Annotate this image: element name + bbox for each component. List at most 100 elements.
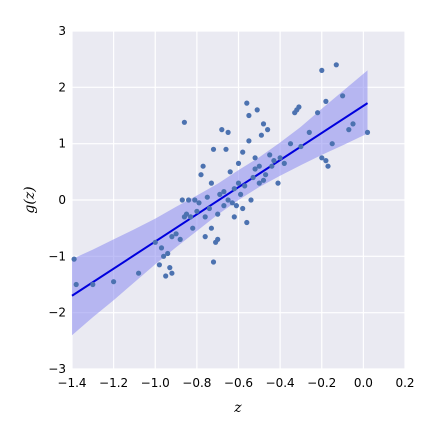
data-point [223,146,229,152]
data-point [240,205,246,212]
x-tick-label: −0.2 [307,376,336,390]
data-point [323,98,329,104]
data-point [364,129,371,135]
data-point [252,155,258,161]
data-point [90,281,96,288]
data-point [231,186,237,192]
data-point [340,93,346,99]
data-point [208,180,214,186]
data-point [221,189,227,195]
data-point [267,152,273,158]
data-point [319,155,325,161]
data-point [269,163,275,169]
data-point [183,211,190,217]
data-point [196,200,202,206]
data-point [206,205,212,212]
y-tick-label: 3 [58,24,66,38]
data-point [204,194,210,200]
data-point [225,129,231,135]
data-point [111,279,117,285]
data-point [194,208,200,214]
x-tick-label: −1.0 [141,376,170,390]
data-point [238,191,244,197]
data-point [156,262,162,268]
y-tick-label: 0 [58,193,66,207]
data-point [260,177,267,183]
data-point [250,174,256,181]
data-point [202,234,208,240]
y-tick-labels: −3 −2 −1 0 1 2 3 [48,24,66,376]
data-point [323,158,329,164]
data-point [260,121,267,127]
data-point [163,273,169,279]
regression-line [71,102,369,297]
data-point [71,256,77,262]
data-point [173,231,179,237]
data-point [277,155,283,161]
data-point [210,259,217,265]
data-point [263,172,269,178]
x-tick-label: −1.2 [99,376,128,390]
data-point [161,253,167,259]
y-tick-label: −2 [48,306,66,320]
data-point [254,107,260,113]
confidence-band-layer [72,70,368,336]
data-point [215,236,221,242]
x-tick-label: −0.8 [182,376,211,390]
data-point [198,172,204,178]
data-point [181,119,187,125]
data-point [256,163,262,169]
data-point [158,245,165,251]
data-point [244,100,250,106]
data-point [219,127,225,133]
data-point [265,127,271,133]
data-point [244,219,250,226]
regression-line-layer [71,102,369,297]
data-point [298,143,304,150]
data-point [258,132,264,138]
x-axis-label: z [233,400,242,416]
data-point [136,270,142,276]
y-tick-label: −3 [48,362,66,376]
y-tick-label: 1 [58,137,66,151]
data-point [235,180,242,186]
data-point [221,203,227,209]
data-point [227,169,233,175]
data-point [169,270,175,276]
data-point [329,141,335,147]
data-point [346,127,352,133]
data-point [248,197,254,203]
data-point [296,104,302,110]
data-point [281,160,287,166]
data-point [246,112,252,119]
data-point [319,67,325,73]
data-point [240,149,246,155]
data-point [179,197,185,203]
confidence-band [72,70,368,336]
data-point [242,183,248,189]
data-point [333,62,339,68]
x-tick-labels: −1.4 −1.2 −1.0 −0.8 −0.6 −0.4 −0.2 0.0 0.2 [57,376,414,390]
data-point [192,197,198,203]
data-point [271,158,277,164]
data-point [229,200,235,206]
data-point [177,236,183,242]
data-point [165,250,171,257]
data-point [287,141,294,147]
y-axis-label: g(z) [22,186,38,213]
data-point [256,180,262,186]
data-points [71,62,371,288]
data-point [152,239,158,245]
y-tick-label: −1 [48,249,66,263]
data-point [202,214,208,220]
data-point [217,191,223,197]
data-point [200,163,206,169]
x-tick-label: 0.0 [354,376,373,390]
x-tick-label: −0.6 [224,376,253,390]
data-point [190,225,196,231]
data-point [246,138,252,144]
data-point [315,110,321,116]
x-tick-label: −0.4 [266,376,295,390]
data-point [235,160,242,166]
